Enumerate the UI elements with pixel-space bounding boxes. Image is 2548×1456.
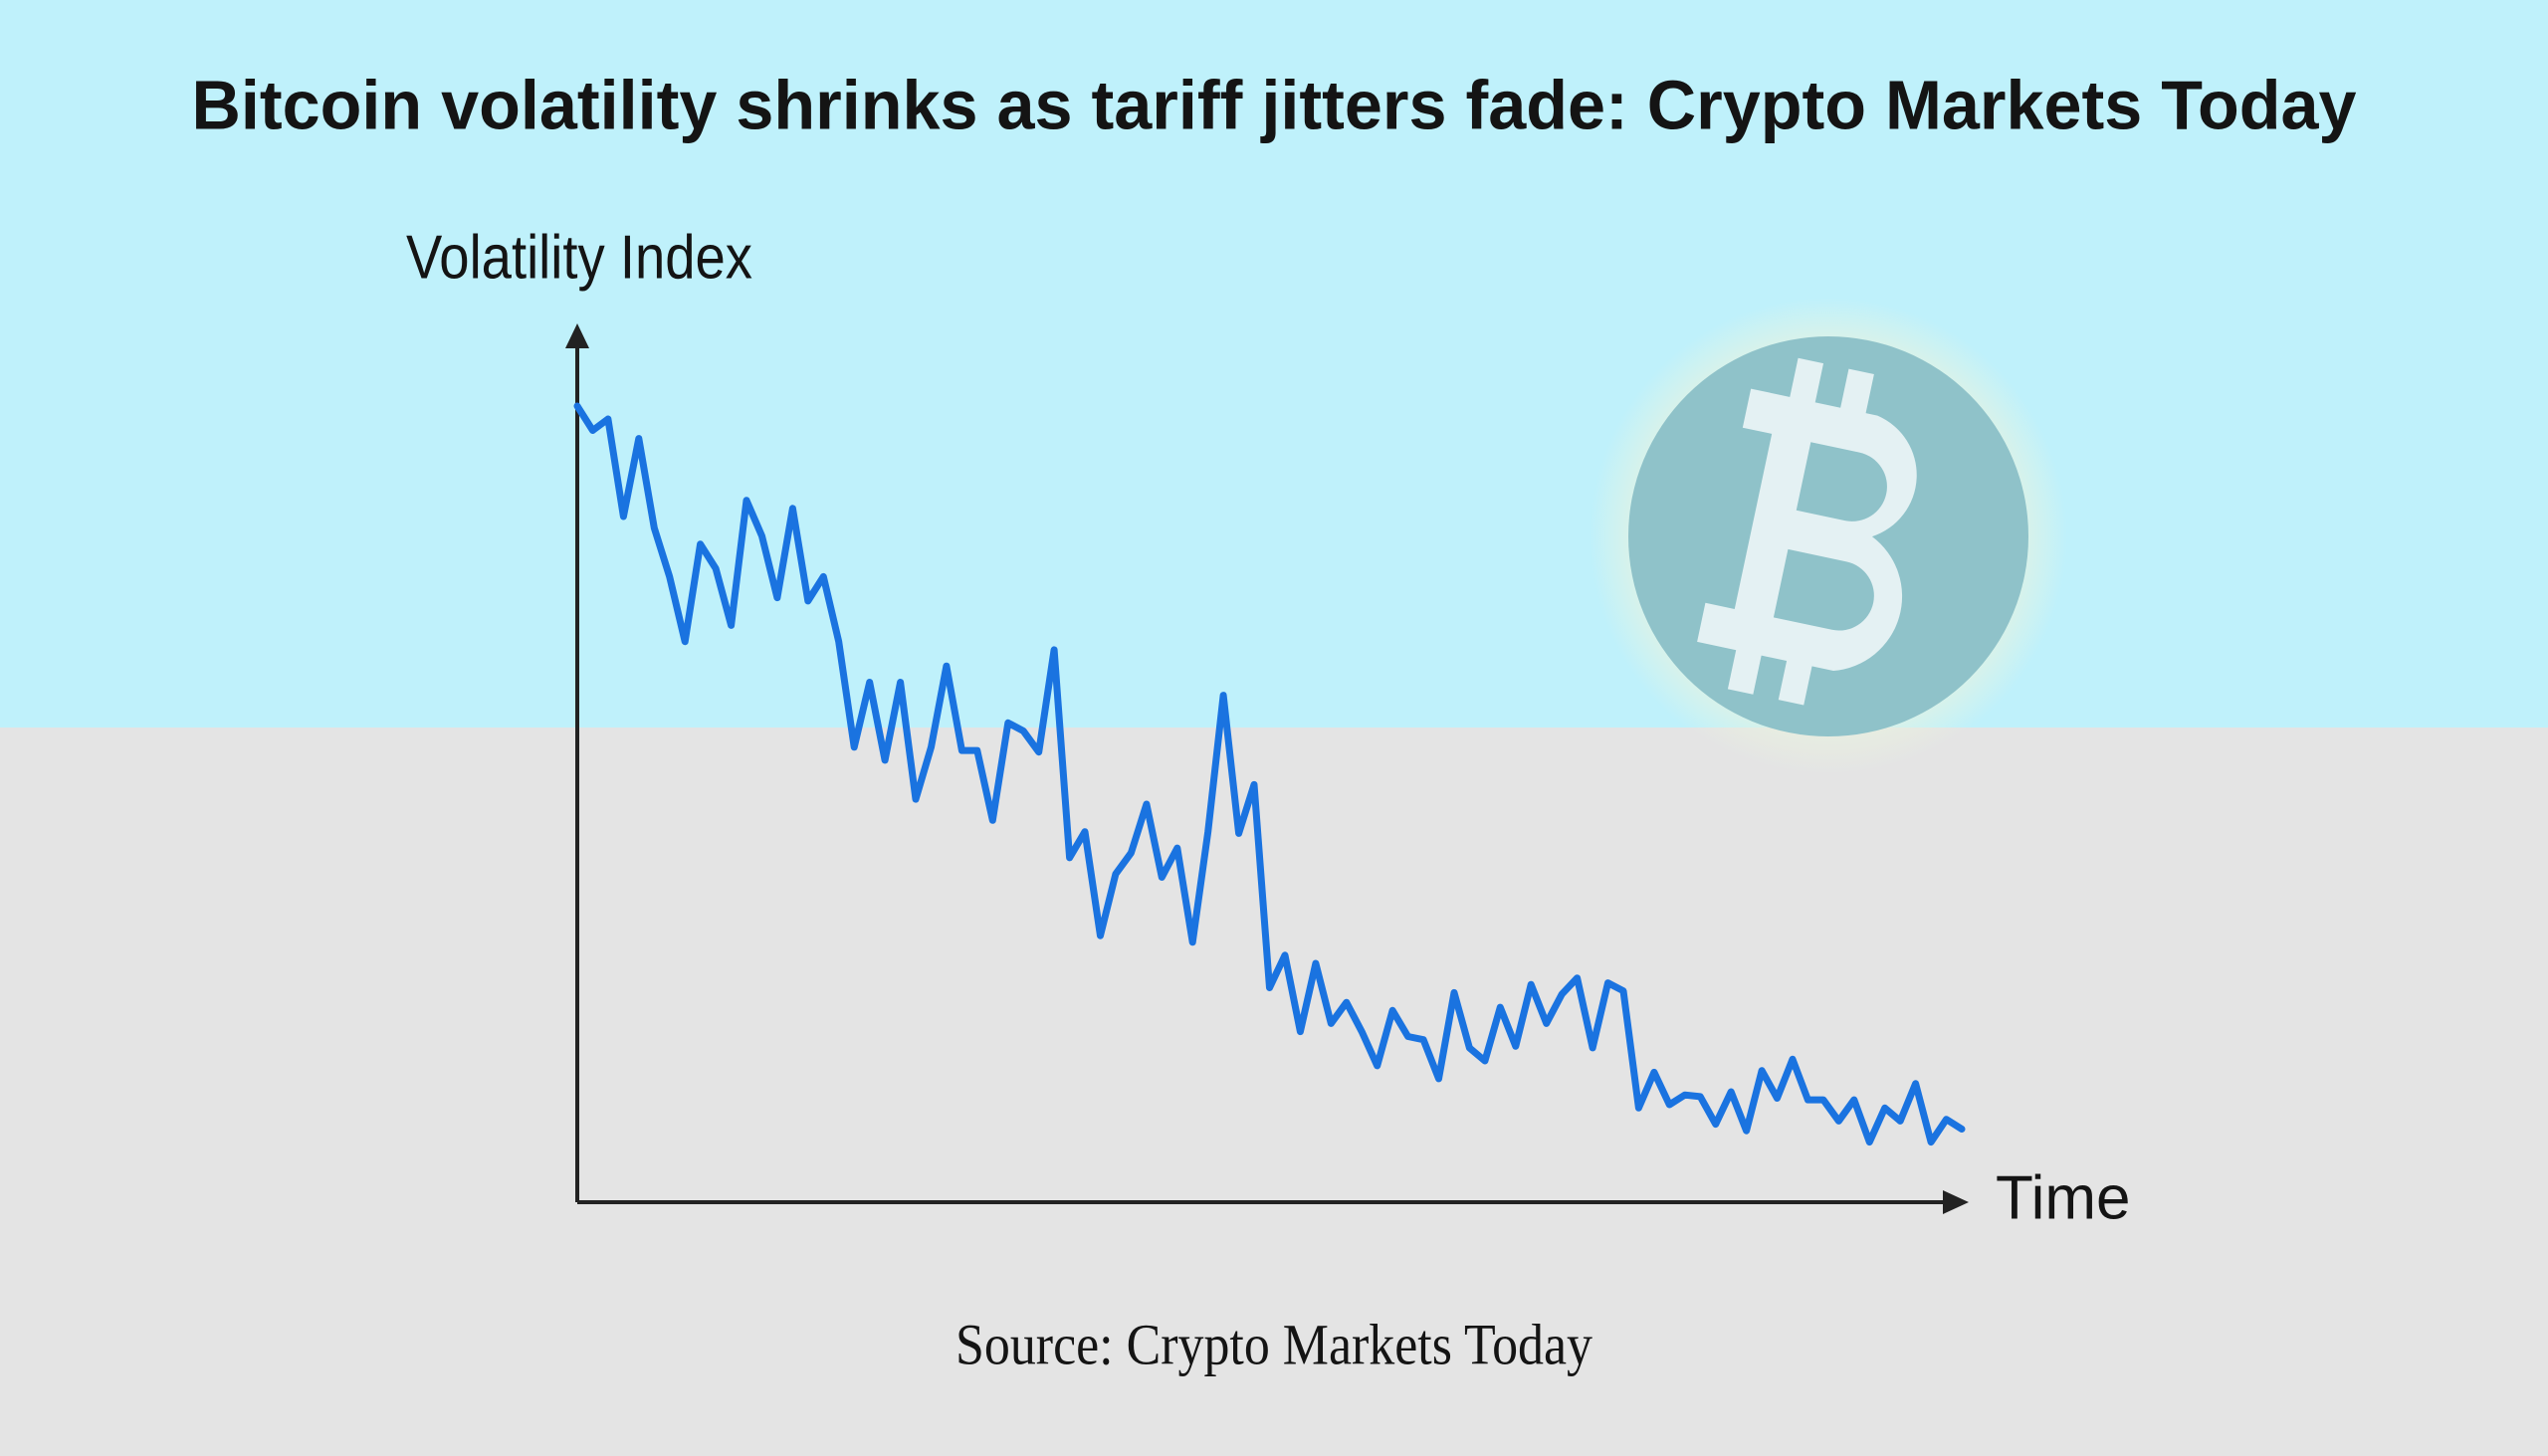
bitcoin-icon (1590, 298, 2067, 775)
x-axis-arrow (1943, 1190, 1969, 1214)
chart-title: Bitcoin volatility shrinks as tariff jit… (192, 66, 2357, 143)
data-line (573, 402, 1966, 1146)
y-axis-arrow (565, 323, 589, 348)
icon-b (1697, 357, 1917, 706)
source-note: Source: Crypto Markets Today (956, 1312, 1592, 1376)
background-bottom (0, 728, 2548, 1456)
y-axis-label: Volatility Index (406, 223, 752, 292)
background-top (0, 0, 2548, 728)
x-axis-label: Time (1996, 1163, 2130, 1232)
